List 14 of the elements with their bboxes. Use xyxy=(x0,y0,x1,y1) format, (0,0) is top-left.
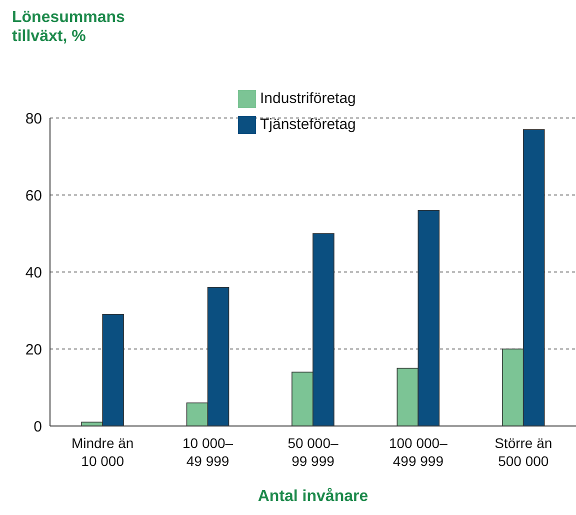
x-tick-label: Mindre än 10 000 xyxy=(71,435,134,469)
x-tick-label: 100 000– 499 999 xyxy=(388,435,448,469)
x-tick-label: 50 000– 99 999 xyxy=(288,435,339,469)
y-axis-title: Lönesummans tillväxt, % xyxy=(12,8,125,46)
y-tick-label: 0 xyxy=(34,418,42,436)
y-tick-label: 60 xyxy=(25,187,42,204)
y-tick-label: 20 xyxy=(25,341,42,358)
y-tick-label: 80 xyxy=(25,110,42,128)
legend-label: Tjänsteföretag xyxy=(260,116,356,133)
legend-label: Industriföretag xyxy=(260,90,356,107)
x-axis-title: Antal invånare xyxy=(256,488,370,506)
x-tick-label: 10 000– 49 999 xyxy=(182,435,234,469)
x-tick-label: Större än 500 000 xyxy=(494,435,552,469)
y-tick-label: 40 xyxy=(25,264,42,282)
